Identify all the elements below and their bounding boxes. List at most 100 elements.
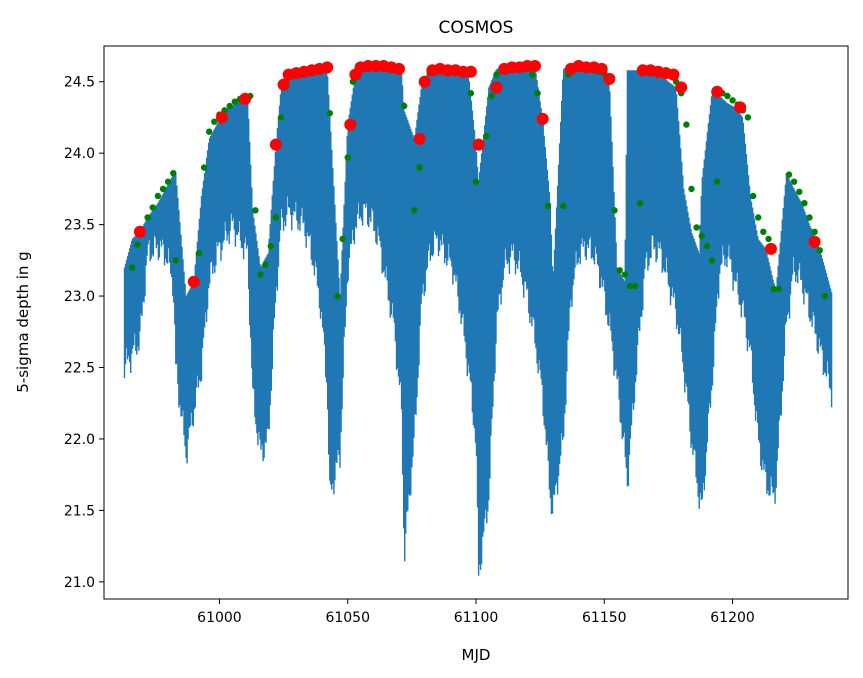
green-point (262, 261, 269, 268)
red-point (595, 62, 608, 75)
green-point (631, 282, 639, 290)
green-point (472, 178, 480, 185)
green-point (129, 264, 136, 271)
green-point (344, 154, 351, 161)
green-point (626, 282, 634, 290)
green-point (195, 250, 203, 257)
red-point (734, 101, 747, 114)
red-point (239, 92, 252, 105)
y-tick-label: 24.5 (64, 75, 95, 91)
green-point (467, 90, 475, 97)
green-point (529, 71, 536, 78)
red-point (321, 61, 334, 74)
green-point (231, 98, 238, 105)
green-point (170, 170, 177, 177)
green-point (714, 178, 721, 185)
red-point (269, 138, 282, 151)
green-point (154, 192, 162, 200)
red-point (472, 138, 485, 151)
green-point (206, 128, 213, 135)
green-point (790, 178, 798, 185)
green-point (724, 92, 731, 100)
green-point (785, 171, 793, 178)
green-point (729, 97, 736, 104)
green-point (637, 200, 644, 207)
x-tick-label: 61000 (197, 610, 242, 626)
green-point (149, 204, 156, 211)
green-point (334, 292, 341, 300)
red-point (808, 235, 821, 248)
y-tick-label: 21.0 (64, 575, 95, 591)
x-axis: 61000 61050 61100 61150 61200 (197, 599, 755, 626)
depth-series-band (123, 66, 833, 576)
y-tick-label: 23.0 (64, 289, 95, 305)
green-point (544, 202, 551, 210)
green-point (688, 185, 695, 193)
green-point (493, 71, 500, 78)
green-point (744, 114, 752, 121)
y-axis-label: 5-sigma depth in g (14, 251, 32, 392)
green-point (560, 202, 567, 210)
green-point (760, 228, 767, 235)
y-tick-label: 22.5 (64, 361, 95, 377)
red-point (529, 60, 541, 72)
red-point (667, 68, 680, 81)
green-point (483, 132, 490, 140)
green-point (534, 90, 541, 97)
y-tick-label: 21.5 (64, 503, 95, 519)
green-point (326, 110, 333, 117)
green-point (621, 271, 628, 278)
green-point (401, 102, 408, 110)
green-point (172, 257, 179, 264)
red-point (413, 132, 426, 145)
green-point (267, 242, 274, 250)
green-point (339, 235, 346, 243)
y-tick-label: 23.5 (64, 218, 95, 234)
x-tick-label: 61050 (325, 610, 370, 626)
x-tick-label: 61150 (582, 610, 627, 626)
green-point (749, 192, 757, 200)
green-point (211, 118, 218, 125)
green-point (226, 102, 233, 110)
x-tick-label: 61100 (454, 610, 499, 626)
x-axis-label: MJD (462, 646, 491, 664)
green-point (801, 200, 808, 207)
red-point (344, 118, 357, 131)
green-point (796, 188, 803, 195)
series-layer (123, 60, 833, 576)
red-point (536, 112, 549, 125)
green-point (683, 121, 690, 128)
green-point (816, 247, 823, 254)
green-point (693, 224, 700, 231)
green-point (708, 257, 716, 264)
red-point (277, 78, 290, 91)
y-axis: 21.0 21.5 22.0 22.5 23.0 23.5 24.0 24.5 (64, 75, 104, 591)
red-point (393, 62, 405, 75)
green-point (488, 92, 495, 100)
green-point (159, 185, 167, 193)
red-point (765, 242, 777, 255)
chart-title: COSMOS (439, 18, 514, 38)
green-point (416, 164, 423, 171)
green-point (134, 241, 141, 248)
red-point (675, 81, 688, 94)
red-point (216, 111, 228, 124)
green-point (411, 207, 418, 214)
red-point (464, 65, 477, 78)
green-point (765, 235, 772, 243)
green-point (252, 207, 259, 214)
green-point (821, 292, 829, 300)
green-point (775, 285, 782, 293)
green-point (200, 164, 208, 171)
red-point (603, 72, 616, 85)
green-point (770, 285, 777, 293)
red-point (418, 75, 431, 88)
red-point (187, 275, 200, 288)
green-point (257, 271, 264, 278)
green-point (806, 214, 813, 221)
green-point (611, 207, 618, 214)
green-point (703, 242, 711, 250)
red-point (711, 85, 724, 98)
green-point (755, 214, 762, 221)
